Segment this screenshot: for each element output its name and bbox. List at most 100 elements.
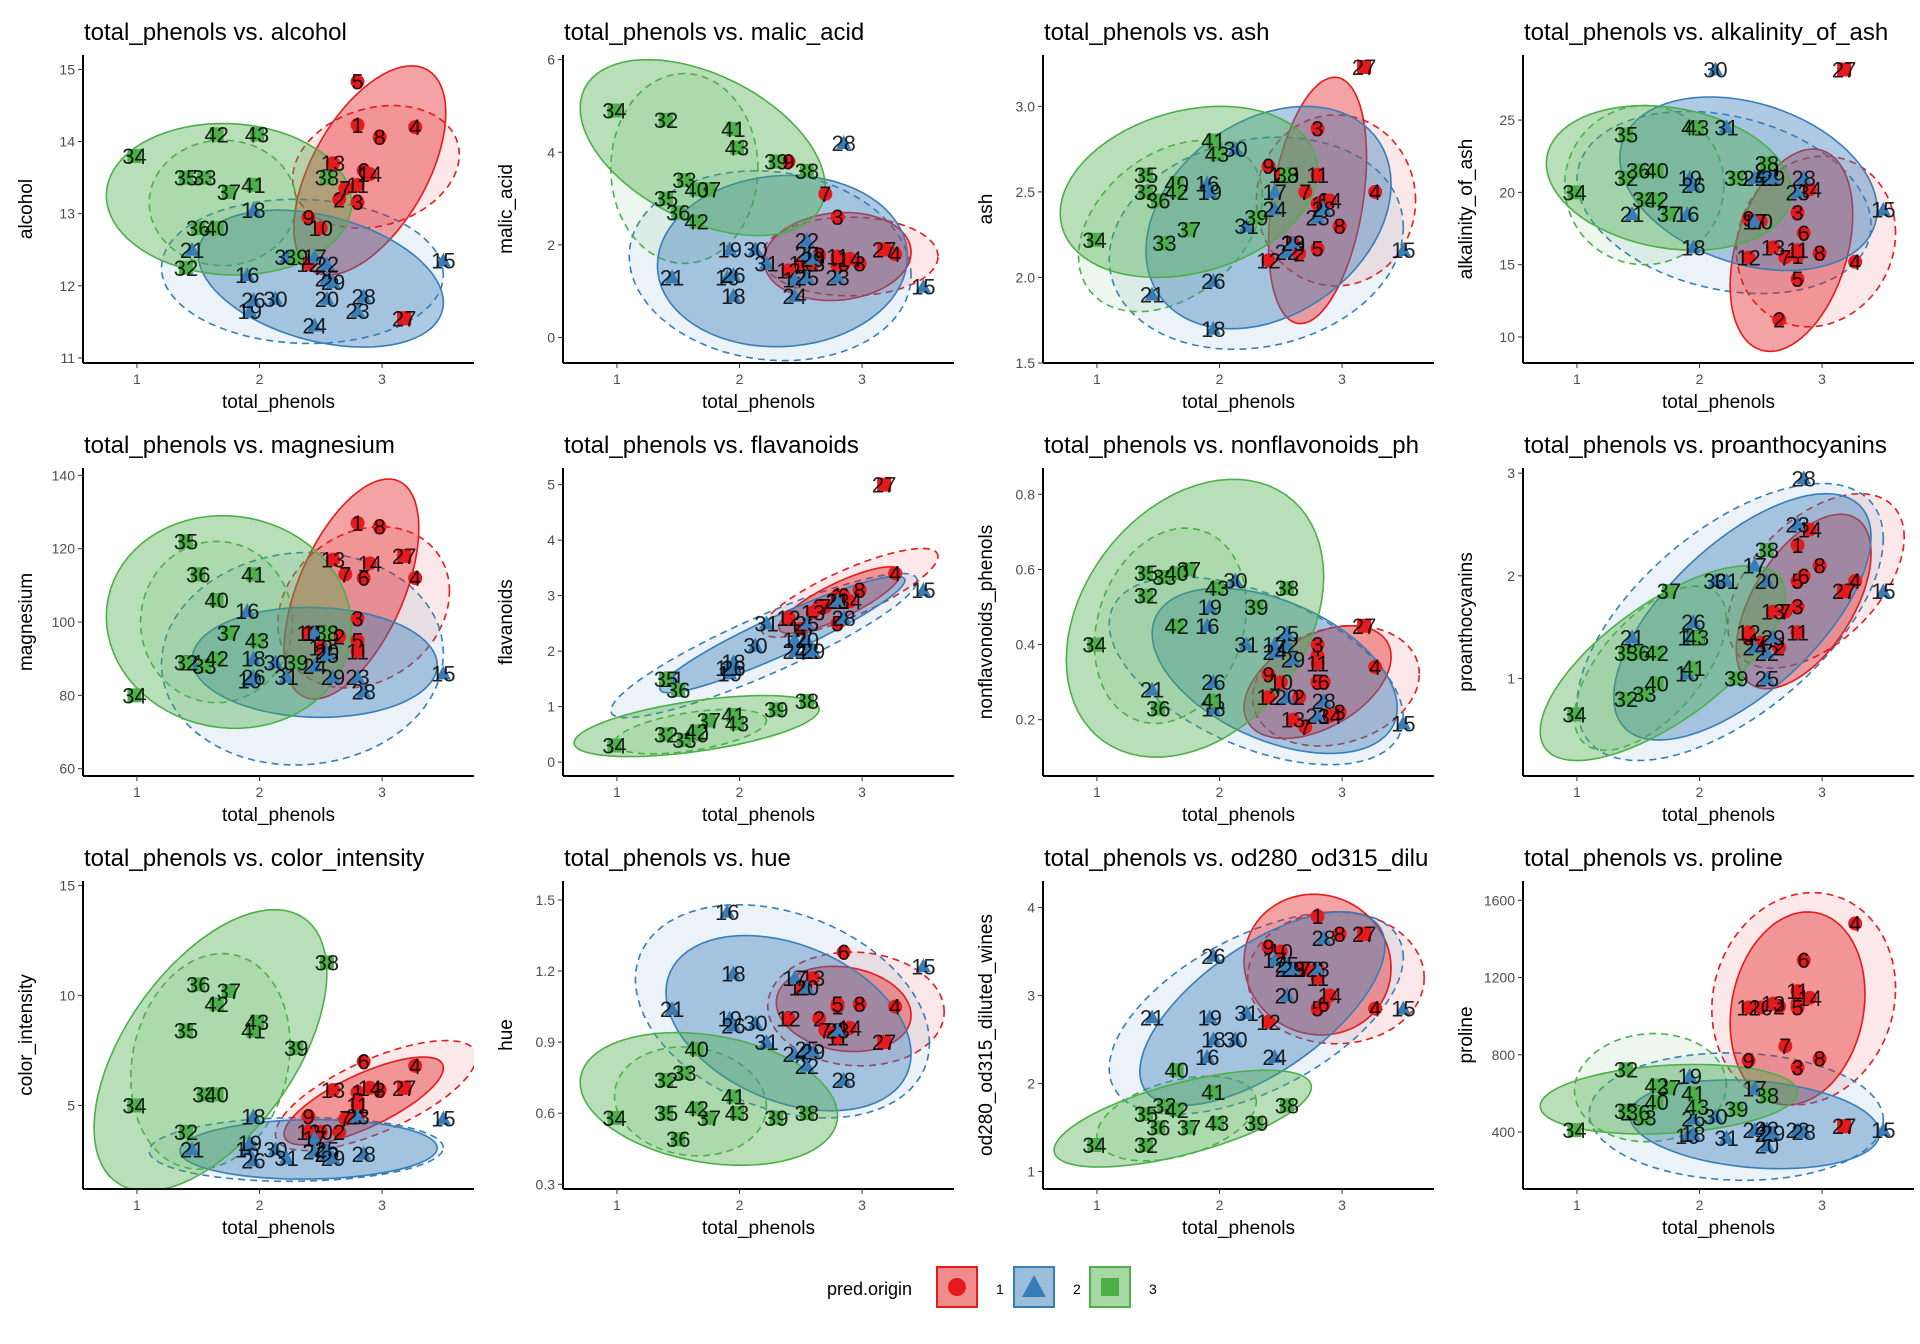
y-tick-label: 2.0 xyxy=(1016,269,1036,285)
point-33 xyxy=(1157,569,1172,584)
point-43 xyxy=(730,140,745,155)
point-label: 28 xyxy=(1791,466,1815,491)
point-37 xyxy=(701,182,716,197)
point-40 xyxy=(689,1042,704,1057)
point-26 xyxy=(245,669,261,683)
point-20 xyxy=(799,632,815,647)
point-7 xyxy=(818,1023,833,1038)
ellipse-group-3-solid xyxy=(1065,478,1325,758)
point-25 xyxy=(1759,670,1775,685)
point-24 xyxy=(307,658,323,672)
point-label: 15 xyxy=(911,578,935,603)
point-27 xyxy=(1837,62,1852,77)
ellipse-group-3-dashed xyxy=(609,72,759,265)
panel-title: total_phenols vs. color_intensity xyxy=(84,845,424,872)
ellipse-group-3-solid xyxy=(1053,1069,1313,1168)
point-label: 7 xyxy=(1779,600,1791,625)
point-34 xyxy=(1567,707,1582,722)
point-14 xyxy=(1322,193,1337,208)
y-tick-label: 0.4 xyxy=(1016,637,1036,653)
point-12 xyxy=(781,1011,796,1026)
point-label: 7 xyxy=(339,562,351,587)
point-35 xyxy=(658,1106,673,1121)
y-tick-label: 5 xyxy=(67,1097,75,1113)
point-label: 38 xyxy=(315,166,339,191)
point-19 xyxy=(1202,598,1218,613)
y-axis-title: flavanoids xyxy=(496,579,517,665)
y-tick-label: 25 xyxy=(1499,112,1515,128)
point-label: 39 xyxy=(284,245,308,270)
point-label: 20 xyxy=(1275,983,1299,1008)
point-36 xyxy=(191,567,206,582)
point-label: 41 xyxy=(1681,656,1705,681)
y-tick-label: 3.0 xyxy=(1016,98,1036,114)
x-tick-label: 2 xyxy=(1696,371,1704,387)
point-39 xyxy=(769,154,784,169)
point-label: 27 xyxy=(1832,1114,1856,1139)
point-label: 43 xyxy=(1205,142,1229,167)
point-22 xyxy=(799,232,815,247)
point-label: 38 xyxy=(1755,151,1779,176)
point-37 xyxy=(221,626,236,640)
point-label: 18 xyxy=(721,284,745,309)
point-41 xyxy=(1686,661,1701,676)
point-6 xyxy=(356,1054,371,1069)
point-label: 24 xyxy=(1262,1045,1286,1070)
y-tick-label: 20 xyxy=(1499,184,1515,200)
point-label: 40 xyxy=(684,177,708,202)
point-28 xyxy=(836,1072,852,1087)
point-23 xyxy=(1790,516,1806,531)
point-3 xyxy=(350,611,365,626)
point-42 xyxy=(1649,192,1664,207)
point-label: 42 xyxy=(684,210,708,235)
panel-11: total_phenols vs. od280_od315_dilu123456… xyxy=(960,826,1440,1239)
point-label: 27 xyxy=(872,1030,896,1055)
point-29 xyxy=(805,643,821,658)
point-13 xyxy=(1286,712,1301,727)
point-1 xyxy=(1310,909,1325,924)
ellipse-group-3-solid xyxy=(1545,104,1793,252)
point-13 xyxy=(1766,240,1781,255)
point-12 xyxy=(1741,1000,1756,1015)
point-32 xyxy=(178,260,193,275)
point-21 xyxy=(664,269,680,284)
panel-title: total_phenols vs. alcohol xyxy=(84,19,347,46)
y-tick-label: 6 xyxy=(547,52,555,68)
x-tick-label: 3 xyxy=(1338,784,1346,800)
point-label: 9 xyxy=(1262,663,1274,688)
point-label: 32 xyxy=(1134,584,1158,609)
point-2 xyxy=(332,629,347,644)
point-43 xyxy=(1690,1099,1705,1114)
point-label: 12 xyxy=(776,606,800,631)
y-axis-title: od280_od315_diluted_wines xyxy=(976,914,997,1156)
point-15 xyxy=(1875,583,1891,598)
point-label: 26 xyxy=(241,665,265,690)
point-3 xyxy=(1310,637,1325,652)
point-label: 15 xyxy=(1391,711,1415,736)
point-15 xyxy=(915,582,931,597)
x-axis-title: total_phenols xyxy=(1182,392,1295,413)
legend-key-2 xyxy=(1013,1266,1055,1308)
point-label: 30 xyxy=(1703,1105,1727,1130)
point-16 xyxy=(1679,206,1695,221)
point-label: 36 xyxy=(666,1127,690,1152)
point-label: 23 xyxy=(1785,180,1809,205)
point-label: 36 xyxy=(666,678,690,703)
point-27 xyxy=(877,242,892,257)
point-label: 36 xyxy=(1626,1101,1650,1126)
point-label: 13 xyxy=(1761,992,1785,1017)
point-38 xyxy=(1279,167,1294,182)
point-23 xyxy=(830,269,846,284)
point-33 xyxy=(1637,686,1652,701)
point-43 xyxy=(730,716,745,731)
point-label: 27 xyxy=(1352,922,1376,947)
point-28 xyxy=(1796,470,1812,485)
panel-plot: total_phenols vs. alcohol123456789101112… xyxy=(16,19,474,413)
point-21 xyxy=(1144,286,1160,301)
point-label: 34 xyxy=(122,683,146,708)
y-tick-label: 0 xyxy=(547,330,555,346)
point-label: 16 xyxy=(715,900,739,925)
point-5 xyxy=(350,74,365,89)
point-27 xyxy=(1837,1119,1852,1134)
point-label: 5 xyxy=(1791,267,1803,292)
